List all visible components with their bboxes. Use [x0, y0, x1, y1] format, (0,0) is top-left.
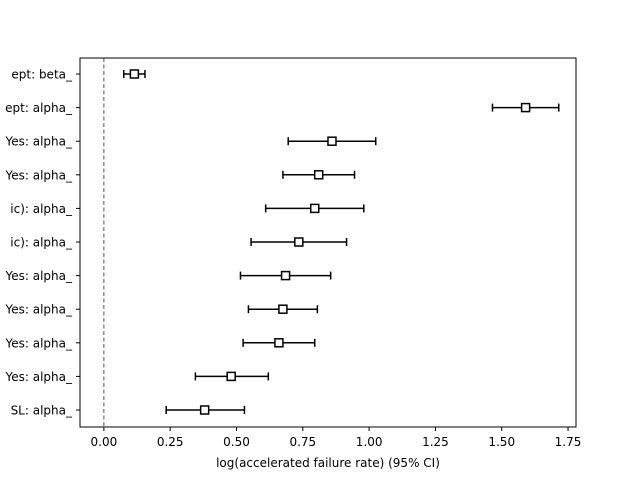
y-tick-label: Yes: alpha_: [5, 168, 73, 182]
y-tick-label: Yes: alpha_: [5, 135, 73, 149]
forest-row: [242, 338, 316, 348]
y-tick-label: ic): alpha_: [10, 202, 73, 216]
estimate-marker: [274, 338, 284, 348]
estimate-marker: [294, 237, 304, 247]
y-tick-label: ept: alpha_: [5, 101, 73, 115]
forest-row: [165, 405, 246, 415]
y-tick-label: SL: alpha_: [11, 404, 73, 418]
forest-row: [194, 371, 270, 382]
y-tick-label: Yes: alpha_: [5, 370, 73, 384]
y-tick-label: Yes: alpha_: [5, 336, 73, 350]
forest-row: [264, 203, 365, 214]
estimate-marker: [199, 405, 210, 415]
x-tick-label: 1.00: [356, 435, 383, 449]
y-tick-label: ic): alpha_: [10, 236, 73, 250]
estimate-marker: [313, 170, 324, 180]
x-tick-label: 1.50: [488, 435, 515, 449]
forest-row: [282, 170, 356, 180]
x-tick-label: 0.25: [157, 435, 184, 449]
x-tick-label: 1.75: [555, 435, 582, 449]
estimate-marker: [309, 203, 320, 214]
estimate-marker: [129, 69, 140, 79]
estimate-marker: [327, 136, 337, 146]
forest-row: [247, 304, 319, 314]
estimate-marker: [226, 371, 236, 382]
x-tick-label: 0.50: [223, 435, 250, 449]
forest-row: [123, 69, 146, 79]
x-axis-label: log(accelerated failure rate) (95% CI): [216, 456, 440, 470]
forest-row: [239, 270, 332, 281]
x-tick-label: 0.75: [289, 435, 316, 449]
forest-row: [250, 237, 348, 247]
estimate-marker: [278, 304, 288, 314]
y-tick-label: Yes: alpha_: [5, 269, 73, 283]
estimate-marker: [280, 270, 291, 281]
forest-row: [491, 102, 560, 113]
y-tick-label: ept: beta_: [11, 68, 73, 82]
x-tick-label: 0.00: [91, 435, 118, 449]
x-tick-label: 1.25: [422, 435, 449, 449]
forest-row: [287, 136, 377, 146]
y-tick-label: Yes: alpha_: [5, 303, 73, 317]
estimate-marker: [520, 102, 531, 113]
